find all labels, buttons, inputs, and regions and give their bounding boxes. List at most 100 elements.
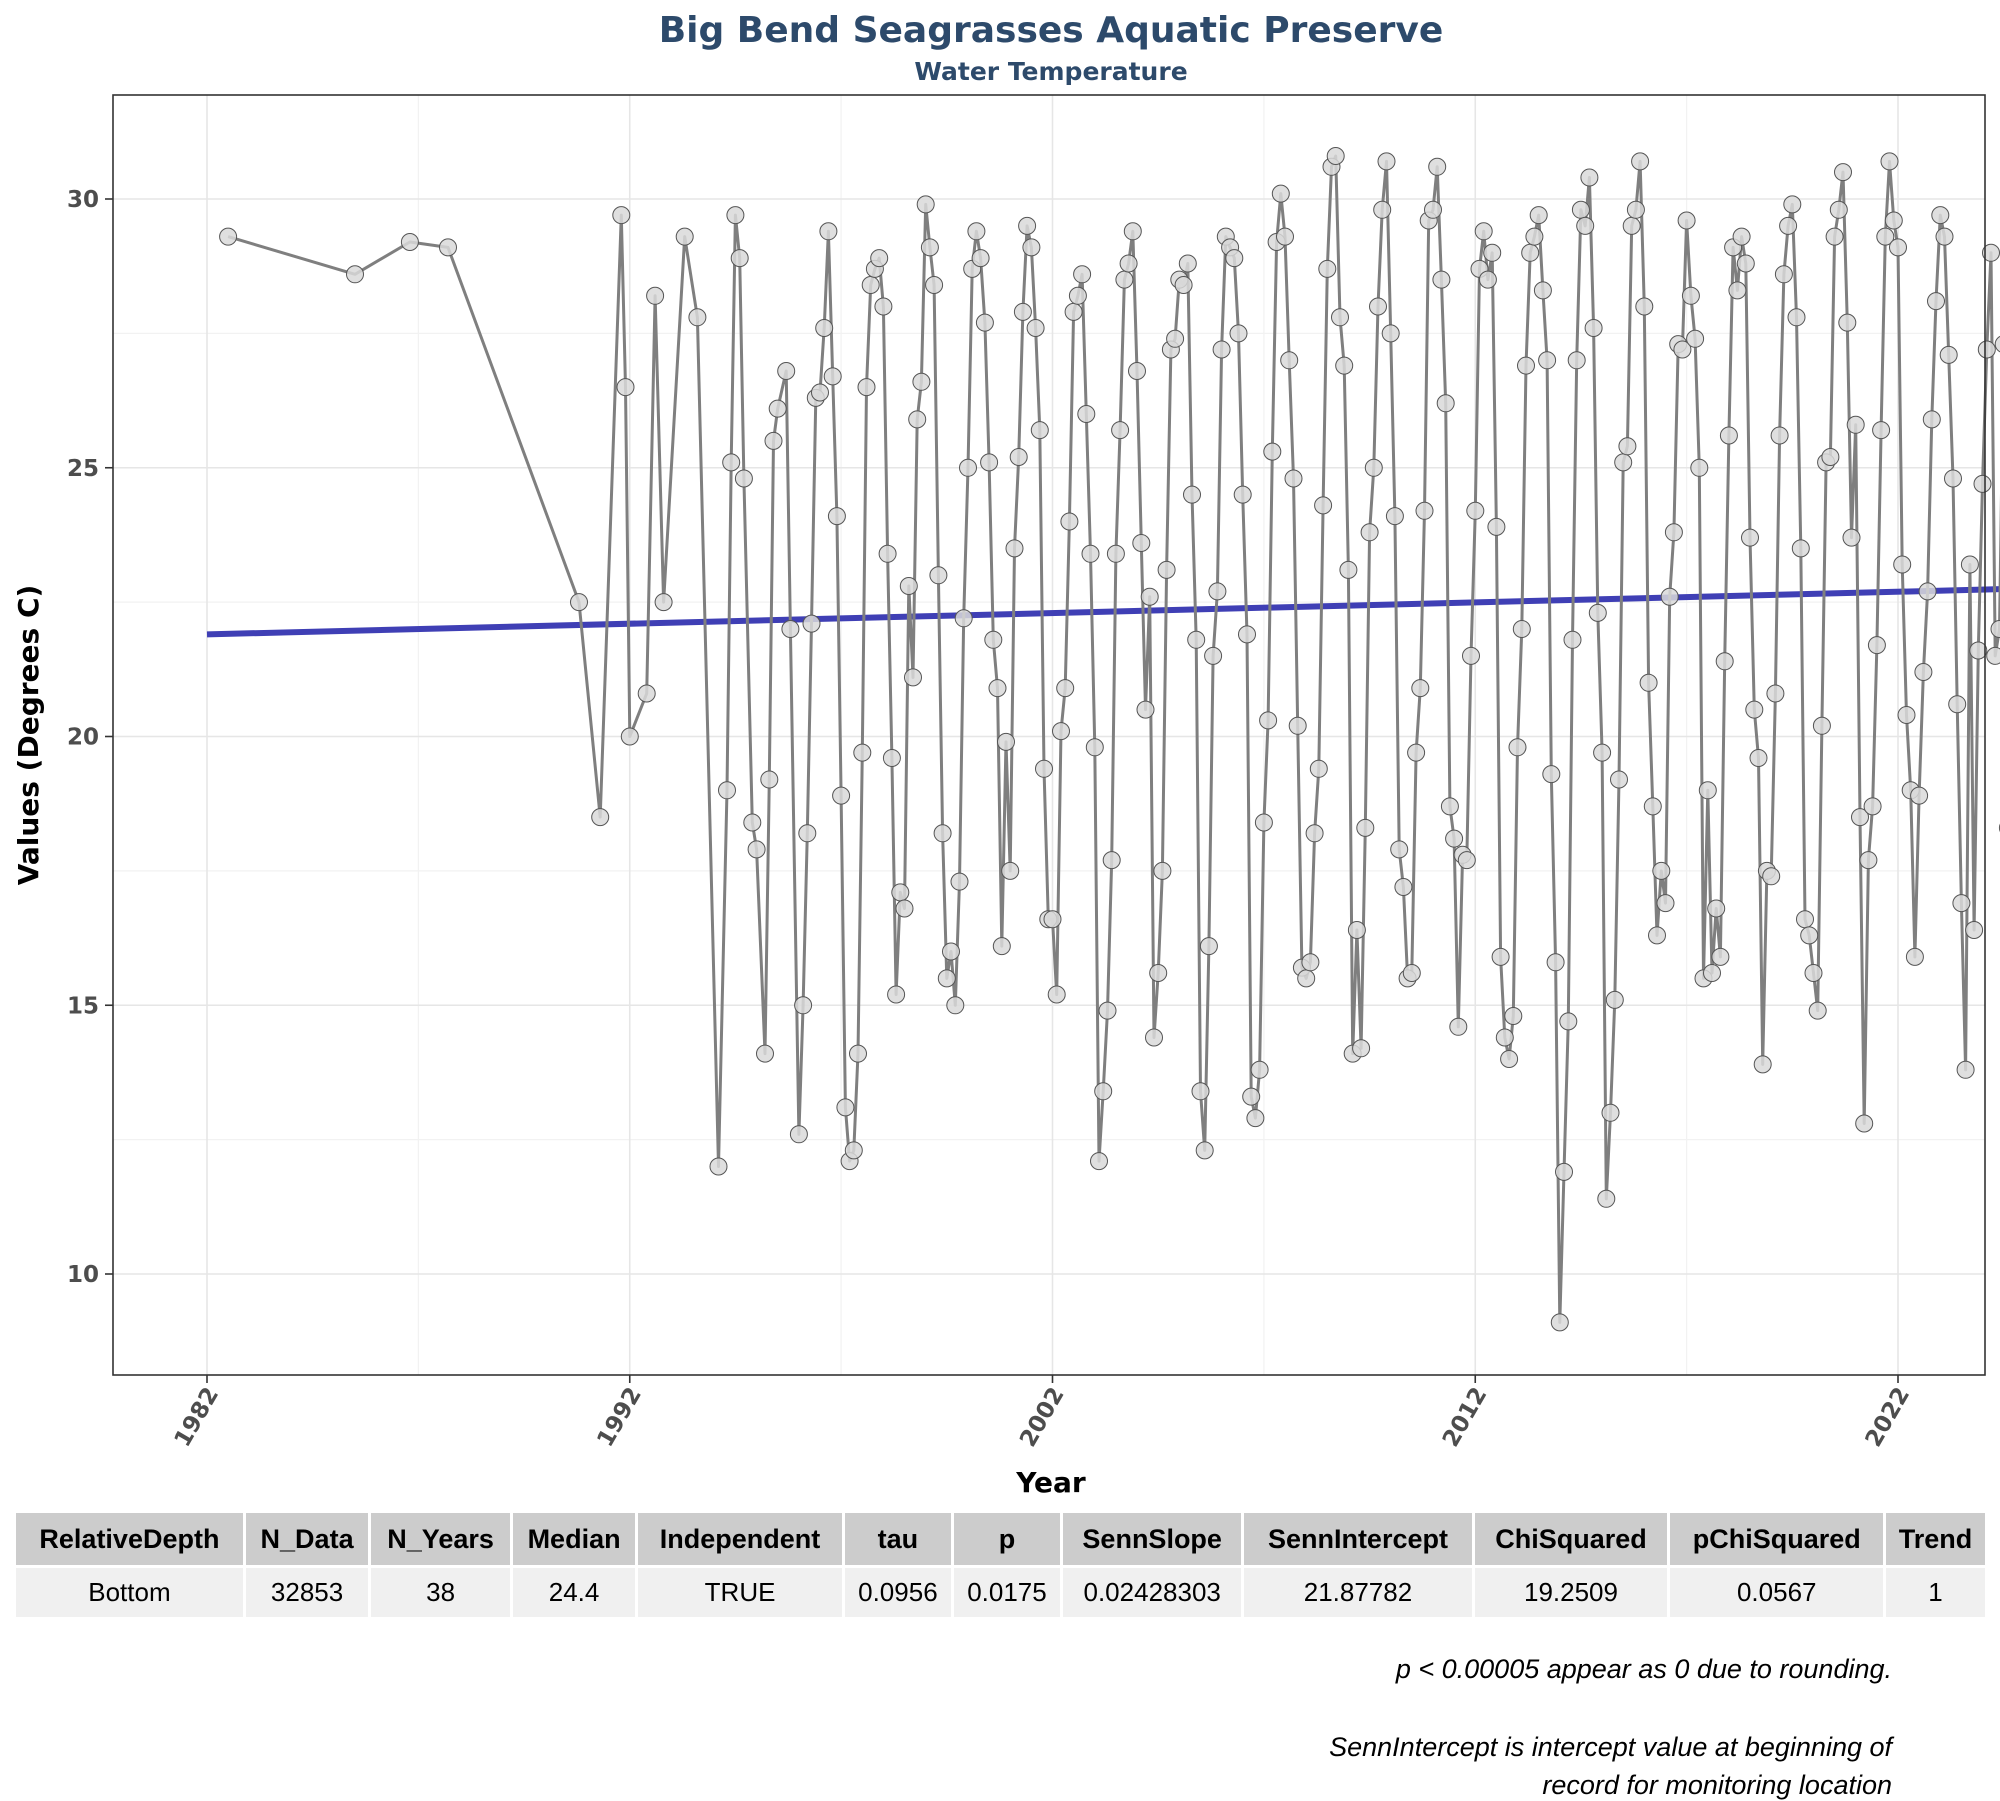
column-header: tau <box>843 1513 954 1568</box>
data-point <box>219 227 238 246</box>
temperature-points <box>219 147 2000 1332</box>
data-point <box>929 566 948 585</box>
data-point <box>1094 1082 1113 1101</box>
data-point <box>1512 620 1531 638</box>
data-point <box>1800 926 1819 945</box>
data-point <box>1664 523 1683 542</box>
data-point <box>1880 152 1899 171</box>
data-point <box>1711 947 1730 966</box>
data-point <box>756 1044 774 1063</box>
data-point <box>1897 706 1916 724</box>
data-point <box>1030 421 1049 440</box>
data-point <box>789 1125 808 1144</box>
y-tick-label: 30 <box>67 187 99 213</box>
data-point <box>1174 276 1193 294</box>
data-point <box>1766 684 1785 703</box>
data-point <box>1618 437 1637 456</box>
data-point <box>1753 1055 1772 1074</box>
data-point <box>997 732 1015 751</box>
data-point <box>1605 990 1624 1009</box>
data-point <box>1301 953 1320 972</box>
column-header: RelativeDepth <box>16 1513 246 1568</box>
data-point <box>1449 1017 1468 1036</box>
data-point <box>1284 469 1303 488</box>
data-point <box>1931 206 1950 225</box>
data-point <box>1157 560 1176 579</box>
data-point <box>878 544 897 563</box>
data-point <box>1960 555 1979 574</box>
data-point <box>1500 1050 1519 1068</box>
data-point <box>1884 211 1903 230</box>
chart: Big Bend Seagrasses Aquatic Preserve Wat… <box>12 10 2000 1499</box>
data-point <box>1428 157 1447 176</box>
data-point <box>654 593 673 612</box>
data-point <box>992 937 1011 956</box>
x-tick-label: 2022 <box>1861 1383 1916 1451</box>
data-point <box>1140 587 1159 606</box>
data-point <box>1825 227 1844 246</box>
data-point <box>1588 603 1607 622</box>
intercept-note-line2: record for monitoring location <box>1542 1770 1892 1800</box>
data-point <box>1491 947 1510 966</box>
table-cell: 24.4 <box>511 1566 639 1617</box>
data-point <box>1631 152 1650 171</box>
data-point <box>1796 910 1814 929</box>
data-point <box>1191 1082 1210 1101</box>
data-point <box>1846 415 1865 434</box>
data-point <box>1779 216 1798 235</box>
data-point <box>975 313 994 332</box>
data-point <box>346 265 364 284</box>
data-point <box>1973 474 1992 493</box>
data-point <box>1259 711 1278 730</box>
data-point <box>1614 453 1633 472</box>
data-point <box>844 1141 863 1160</box>
plot-panel-border <box>112 94 1986 1376</box>
y-axis-label: Values (Degrees C) <box>12 585 45 886</box>
data-point <box>1977 340 1996 359</box>
data-point <box>1183 485 1201 504</box>
data-point <box>942 942 960 961</box>
data-point <box>1153 861 1172 880</box>
table-cell: Bottom <box>16 1566 246 1617</box>
data-point <box>1681 286 1700 305</box>
data-point <box>1440 797 1459 816</box>
data-point <box>1111 421 1130 440</box>
data-point <box>1935 227 1954 246</box>
data-point <box>925 276 944 294</box>
data-point <box>1842 528 1861 547</box>
data-point <box>1013 302 1032 321</box>
x-axis: 1982 1992 2002 2012 2022 <box>170 1375 1916 1451</box>
data-point <box>1085 738 1104 757</box>
data-point <box>1542 765 1561 784</box>
data-point <box>1098 1001 1117 1020</box>
table-header-row: RelativeDepth N_Data N_Years Median Inde… <box>16 1513 1988 1568</box>
plot-background <box>113 95 1985 1375</box>
data-point <box>1508 738 1527 757</box>
x-tick-label: 2012 <box>1438 1383 1493 1451</box>
data-point <box>1022 238 1041 257</box>
data-point <box>1242 1087 1261 1106</box>
data-point <box>1407 743 1426 762</box>
data-point <box>1986 646 2000 665</box>
data-point <box>1601 1103 1620 1122</box>
data-point <box>1948 695 1967 714</box>
data-point <box>1077 405 1096 423</box>
data-point <box>904 668 922 687</box>
data-point <box>1474 222 1493 241</box>
data-point <box>730 249 749 268</box>
data-point <box>920 238 939 257</box>
data-point <box>1571 200 1590 219</box>
data-point <box>1851 808 1869 827</box>
data-point <box>1288 716 1307 735</box>
data-point <box>811 383 829 402</box>
data-point <box>1859 851 1878 870</box>
table-cell: 38 <box>369 1566 513 1617</box>
data-point <box>1690 458 1709 477</box>
table-cell: 21.87782 <box>1242 1566 1475 1617</box>
data-point <box>718 781 736 800</box>
data-point <box>946 996 965 1015</box>
data-point <box>1263 442 1282 461</box>
data-point <box>439 238 457 257</box>
column-header: pChiSquared <box>1668 1513 1887 1568</box>
y-tick-label: 20 <box>67 725 99 751</box>
